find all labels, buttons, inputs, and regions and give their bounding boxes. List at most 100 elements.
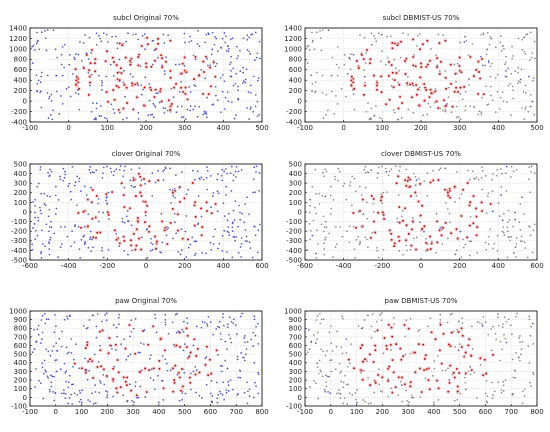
majority-point <box>117 108 120 111</box>
minority-point <box>40 257 43 259</box>
minority-point <box>236 394 239 396</box>
majority-point <box>84 371 87 374</box>
minority-point <box>254 334 257 337</box>
majority-point <box>173 379 176 381</box>
majority-point <box>182 90 184 93</box>
y-tick-label: 800 <box>14 56 27 64</box>
minority-point <box>115 168 118 171</box>
minority-point <box>327 29 330 32</box>
minority-point <box>49 238 51 241</box>
majority-point <box>360 369 363 372</box>
majority-point <box>482 374 485 377</box>
minority-point <box>322 318 325 321</box>
minority-point <box>248 213 250 215</box>
minority-point <box>106 165 108 168</box>
minority-point <box>127 219 129 222</box>
majority-point <box>400 40 402 43</box>
minority-point <box>206 188 208 191</box>
minority-point <box>232 209 235 212</box>
minority-point <box>509 239 511 242</box>
majority-point <box>392 86 395 89</box>
minority-point <box>115 326 118 329</box>
minority-point <box>413 371 416 373</box>
y-tick-label: 400 <box>14 170 27 178</box>
minority-point <box>512 97 515 100</box>
majority-point <box>361 378 364 381</box>
minority-point <box>514 70 517 73</box>
x-tick-label: 200 <box>376 408 389 416</box>
minority-point <box>365 201 368 204</box>
majority-point <box>214 75 217 78</box>
minority-point <box>41 331 44 334</box>
majority-point <box>420 66 423 69</box>
majority-point <box>148 230 150 233</box>
minority-point <box>39 166 42 168</box>
majority-point <box>180 367 183 370</box>
minority-point <box>163 111 166 114</box>
minority-point <box>492 247 494 250</box>
minority-point <box>340 346 343 349</box>
majority-point <box>445 87 448 90</box>
minority-point <box>193 254 196 257</box>
minority-point <box>316 338 318 340</box>
minority-point <box>180 116 183 119</box>
minority-point <box>355 190 357 192</box>
minority-point <box>50 114 52 116</box>
x-tick-label: 300 <box>126 408 139 416</box>
minority-point <box>156 92 159 95</box>
minority-point <box>329 392 332 395</box>
majority-point <box>428 96 431 98</box>
minority-point <box>455 105 458 108</box>
minority-point <box>237 55 239 57</box>
majority-point <box>361 344 364 347</box>
minority-point <box>360 52 363 54</box>
minority-point <box>512 85 514 88</box>
minority-point <box>497 313 499 315</box>
chart-panel: -600 -400 -200 0 200 400 600-500-400-300-200-1… <box>11 150 269 270</box>
y-tick-label: 1400 <box>9 24 27 32</box>
minority-point <box>517 66 520 69</box>
minority-point <box>94 402 97 405</box>
minority-point <box>60 226 62 228</box>
majority-point <box>132 178 135 181</box>
minority-point <box>174 313 177 316</box>
minority-point <box>323 248 326 250</box>
minority-point <box>227 390 230 392</box>
majority-point <box>438 42 441 45</box>
x-tick-label: 600 <box>255 262 268 270</box>
minority-point <box>39 81 42 84</box>
minority-point <box>48 226 51 228</box>
minority-point <box>485 248 488 251</box>
minority-point <box>165 234 168 237</box>
majority-point <box>420 62 423 65</box>
minority-point <box>164 319 167 321</box>
y-tick-label: 500 <box>14 160 27 168</box>
minority-point <box>399 380 402 383</box>
minority-point <box>232 236 235 238</box>
minority-point <box>324 390 326 393</box>
minority-point <box>323 253 326 256</box>
minority-point <box>404 353 407 356</box>
minority-point <box>492 173 494 175</box>
minority-point <box>216 190 219 193</box>
minority-point <box>46 195 49 197</box>
majority-point <box>112 61 115 63</box>
minority-point <box>36 234 39 237</box>
y-tick-label: 800 <box>14 325 27 333</box>
minority-point <box>165 56 167 58</box>
minority-point <box>476 252 479 254</box>
y-tick-label: 300 <box>289 180 302 188</box>
majority-point <box>463 85 466 88</box>
minority-point <box>363 369 365 372</box>
minority-point <box>115 349 117 351</box>
majority-point <box>385 348 388 350</box>
y-tick-label: 900 <box>14 316 27 324</box>
minority-point <box>419 221 421 224</box>
majority-point <box>438 229 441 232</box>
minority-point <box>33 49 36 51</box>
minority-point <box>211 104 214 106</box>
minority-point <box>229 172 232 175</box>
majority-point <box>379 199 382 202</box>
minority-point <box>487 235 490 238</box>
minority-point <box>444 110 447 113</box>
